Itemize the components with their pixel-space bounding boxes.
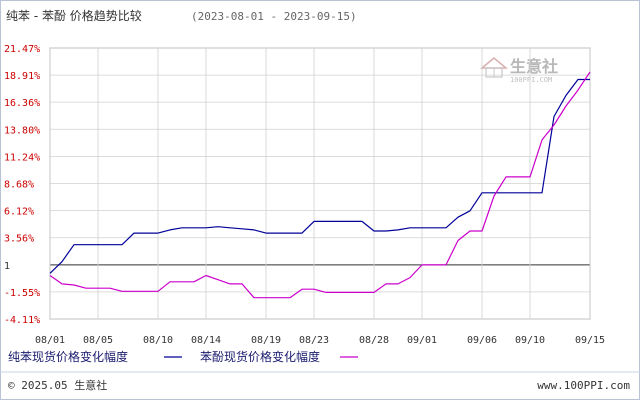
legend-item-series1: 纯苯现货价格变化幅度 [8,349,182,364]
y-axis: 21.47% 18.91% 16.36% 13.80% 11.24% 8.68% 6.12%… [4,44,40,326]
y-tick-label: 18.91% [4,71,40,82]
x-axis: 08/01 08/05 08/10 08/14 08/19 08/23 08/28 09/01… [35,335,605,346]
y-tick-label: 1 [4,261,10,272]
legend-label-series1: 纯苯现货价格变化幅度 [8,349,128,364]
x-tick-label: 09/15 [575,335,605,346]
y-tick-label: 21.47% [4,44,40,55]
chart-title: 纯苯 - 苯酚 价格趋势比较 (2023-08-01 - 2023-09-15) [6,8,357,23]
x-tick-label: 08/19 [251,335,281,346]
y-tick-label: 6.12% [4,207,34,218]
footer: © 2025.05 生意社 www.100PPI.com [0,371,640,392]
series-line-1 [49,78,590,274]
series-lines [49,71,591,299]
x-tick-label: 08/14 [191,335,221,346]
watermark-logo: 生意社 100PPI.COM [479,57,558,84]
watermark-name: 生意社 [510,57,558,76]
footer-site-link[interactable]: www.100PPI.com [537,379,630,392]
y-tick-label: -1.55% [4,288,40,299]
y-tick-label: 11.24% [4,152,40,163]
x-tick-label: 08/05 [83,335,113,346]
x-tick-label: 09/10 [515,335,545,346]
watermark-sub: 100PPI.COM [510,76,552,84]
y-tick-label: 16.36% [4,98,40,109]
grid-lines [49,47,591,320]
x-tick-label: 09/01 [407,335,437,346]
legend: 纯苯现货价格变化幅度 苯酚现货价格变化幅度 [8,349,358,364]
x-tick-label: 08/10 [143,335,173,346]
legend-item-series2: 苯酚现货价格变化幅度 [200,349,358,364]
plot-area: 21.47% 18.91% 16.36% 13.80% 11.24% 8.68% 6.12%… [4,44,605,346]
x-tick-label: 09/06 [467,335,497,346]
legend-label-series2: 苯酚现货价格变化幅度 [200,349,320,364]
house-logo-icon [479,57,509,78]
chart-title-text: 纯苯 - 苯酚 价格趋势比较 [6,8,142,23]
y-tick-label: 8.68% [4,180,34,191]
series-line-2 [49,71,591,299]
x-tick-label: 08/28 [359,335,389,346]
y-tick-label: 3.56% [4,234,34,245]
y-tick-label: -4.11% [4,315,40,326]
y-tick-label: 13.80% [4,125,40,136]
x-tick-label: 08/23 [299,335,329,346]
x-tick-label: 08/01 [35,335,65,346]
footer-copyright: © 2025.05 生意社 [8,378,107,392]
chart-date-range: (2023-08-01 - 2023-09-15) [191,10,357,23]
